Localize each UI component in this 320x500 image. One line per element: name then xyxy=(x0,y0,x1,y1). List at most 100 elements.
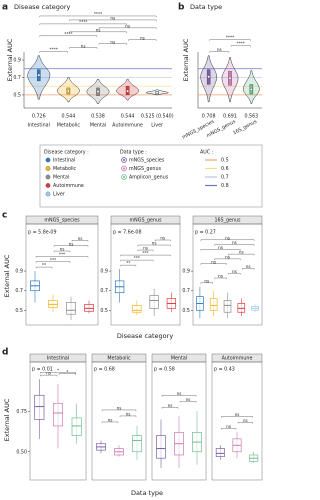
significance-label: ns xyxy=(225,235,230,240)
significance-label: ns xyxy=(235,412,240,417)
significance-label: *** xyxy=(142,251,148,256)
significance-label: ns xyxy=(239,250,244,255)
significance-label: **** xyxy=(64,31,72,36)
significance-label: ns xyxy=(177,391,182,396)
y-tick-label: 0.9 xyxy=(15,269,23,275)
significance-bracket xyxy=(161,407,179,409)
significance-label: ns xyxy=(226,424,231,429)
median-point xyxy=(96,90,100,93)
significance-label: *** xyxy=(59,252,65,257)
significance-bracket xyxy=(137,244,171,247)
legend-swatch xyxy=(45,183,51,188)
significance-label: ns xyxy=(160,236,165,241)
significance-label: ns xyxy=(211,259,216,264)
significance-bracket xyxy=(221,416,253,418)
panel-border xyxy=(29,361,87,481)
x-axis-label: Disease category xyxy=(117,332,174,340)
legend-swatch xyxy=(123,176,125,178)
box xyxy=(132,305,142,313)
significance-label: ns xyxy=(81,43,86,48)
significance-label: **** xyxy=(49,47,57,52)
box xyxy=(71,417,82,436)
legend-swatch xyxy=(45,174,51,180)
y-tick-label: 0.5 xyxy=(13,92,21,98)
significance-label: **** xyxy=(236,41,244,46)
median-point xyxy=(67,89,70,93)
legend-label: Metabolic xyxy=(53,166,77,172)
legend-swatch xyxy=(45,191,51,197)
significance-label: ns xyxy=(243,418,248,423)
x-tick-label: 16S_genus xyxy=(232,119,258,137)
box xyxy=(132,435,142,453)
significance-bracket xyxy=(101,409,137,412)
p-value: p = 0.68 xyxy=(94,367,115,373)
p-value: p = 0.01 xyxy=(32,367,53,373)
y-tick-label: 0.5 xyxy=(100,308,108,314)
x-tick-label: Liver xyxy=(151,123,163,129)
significance-label: ns xyxy=(126,412,131,417)
significance-label: ns xyxy=(232,269,237,274)
box xyxy=(215,448,225,457)
significance-bracket xyxy=(40,372,76,374)
significance-label: ns xyxy=(69,241,74,246)
box xyxy=(52,402,64,427)
legend-label: 0.5 xyxy=(221,158,229,164)
significance-label: ns xyxy=(217,47,222,52)
legend-label: 0.7 xyxy=(221,175,229,181)
significance-label: **** xyxy=(226,35,234,40)
median-label: 0.708 xyxy=(202,114,216,120)
significance-bracket xyxy=(128,39,157,41)
significance-bracket xyxy=(120,264,137,267)
legend-label: 0.8 xyxy=(221,183,229,189)
panel-label: c xyxy=(2,211,7,221)
significance-bracket xyxy=(39,51,68,53)
significance-label: ns xyxy=(186,397,191,402)
strip-title: mNGS_genus xyxy=(130,218,162,224)
y-axis-label: External AUC xyxy=(3,254,11,297)
legend-title: Data type : xyxy=(120,150,147,156)
legend-label: Intestinal xyxy=(53,158,75,164)
significance-bracket xyxy=(40,374,58,377)
significance-label: ns xyxy=(143,246,148,251)
y-axis-label: External AUC xyxy=(3,398,11,441)
legend-swatch xyxy=(123,167,125,170)
significance-bracket xyxy=(200,282,213,284)
panel-border xyxy=(25,223,99,326)
significance-label: ns xyxy=(168,403,173,408)
legend-swatch xyxy=(123,159,125,161)
significance-bracket xyxy=(35,266,53,269)
box xyxy=(34,394,45,420)
significance-bracket xyxy=(69,47,98,49)
median-label: 0.726 xyxy=(32,114,46,120)
significance-bracket xyxy=(154,239,171,242)
panel-title: Disease category xyxy=(14,3,71,11)
legend-label: mNGS_species xyxy=(129,158,165,164)
x-tick-label: Metabolic xyxy=(57,123,81,129)
significance-bracket xyxy=(98,27,157,30)
significance-bracket xyxy=(71,240,89,242)
significance-label: ns xyxy=(218,245,223,250)
significance-bracket xyxy=(209,39,251,41)
significance-bracket xyxy=(101,421,119,424)
significance-bracket xyxy=(200,263,227,265)
significance-label: ns xyxy=(117,406,122,411)
median-label: 0.525 (0.540) xyxy=(141,114,174,120)
x-tick-label: Mental xyxy=(90,123,106,129)
median-point xyxy=(207,75,211,79)
significance-bracket xyxy=(137,249,154,252)
strip-title: Autoimmune xyxy=(222,356,253,362)
box xyxy=(156,435,166,459)
box xyxy=(66,302,76,315)
panel-label: a xyxy=(2,3,8,13)
y-tick-label: 0.5 xyxy=(182,308,190,314)
significance-label: ns xyxy=(140,35,145,40)
significance-label: ns xyxy=(46,371,51,376)
significance-label: ns xyxy=(60,247,65,252)
significance-bracket xyxy=(242,268,255,270)
significance-bracket xyxy=(228,273,241,275)
significance-bracket xyxy=(69,31,127,34)
significance-label: ns xyxy=(218,274,223,279)
p-value: p = 0.27 xyxy=(195,230,216,236)
significance-bracket xyxy=(179,401,197,403)
significance-label: *** xyxy=(50,257,56,262)
